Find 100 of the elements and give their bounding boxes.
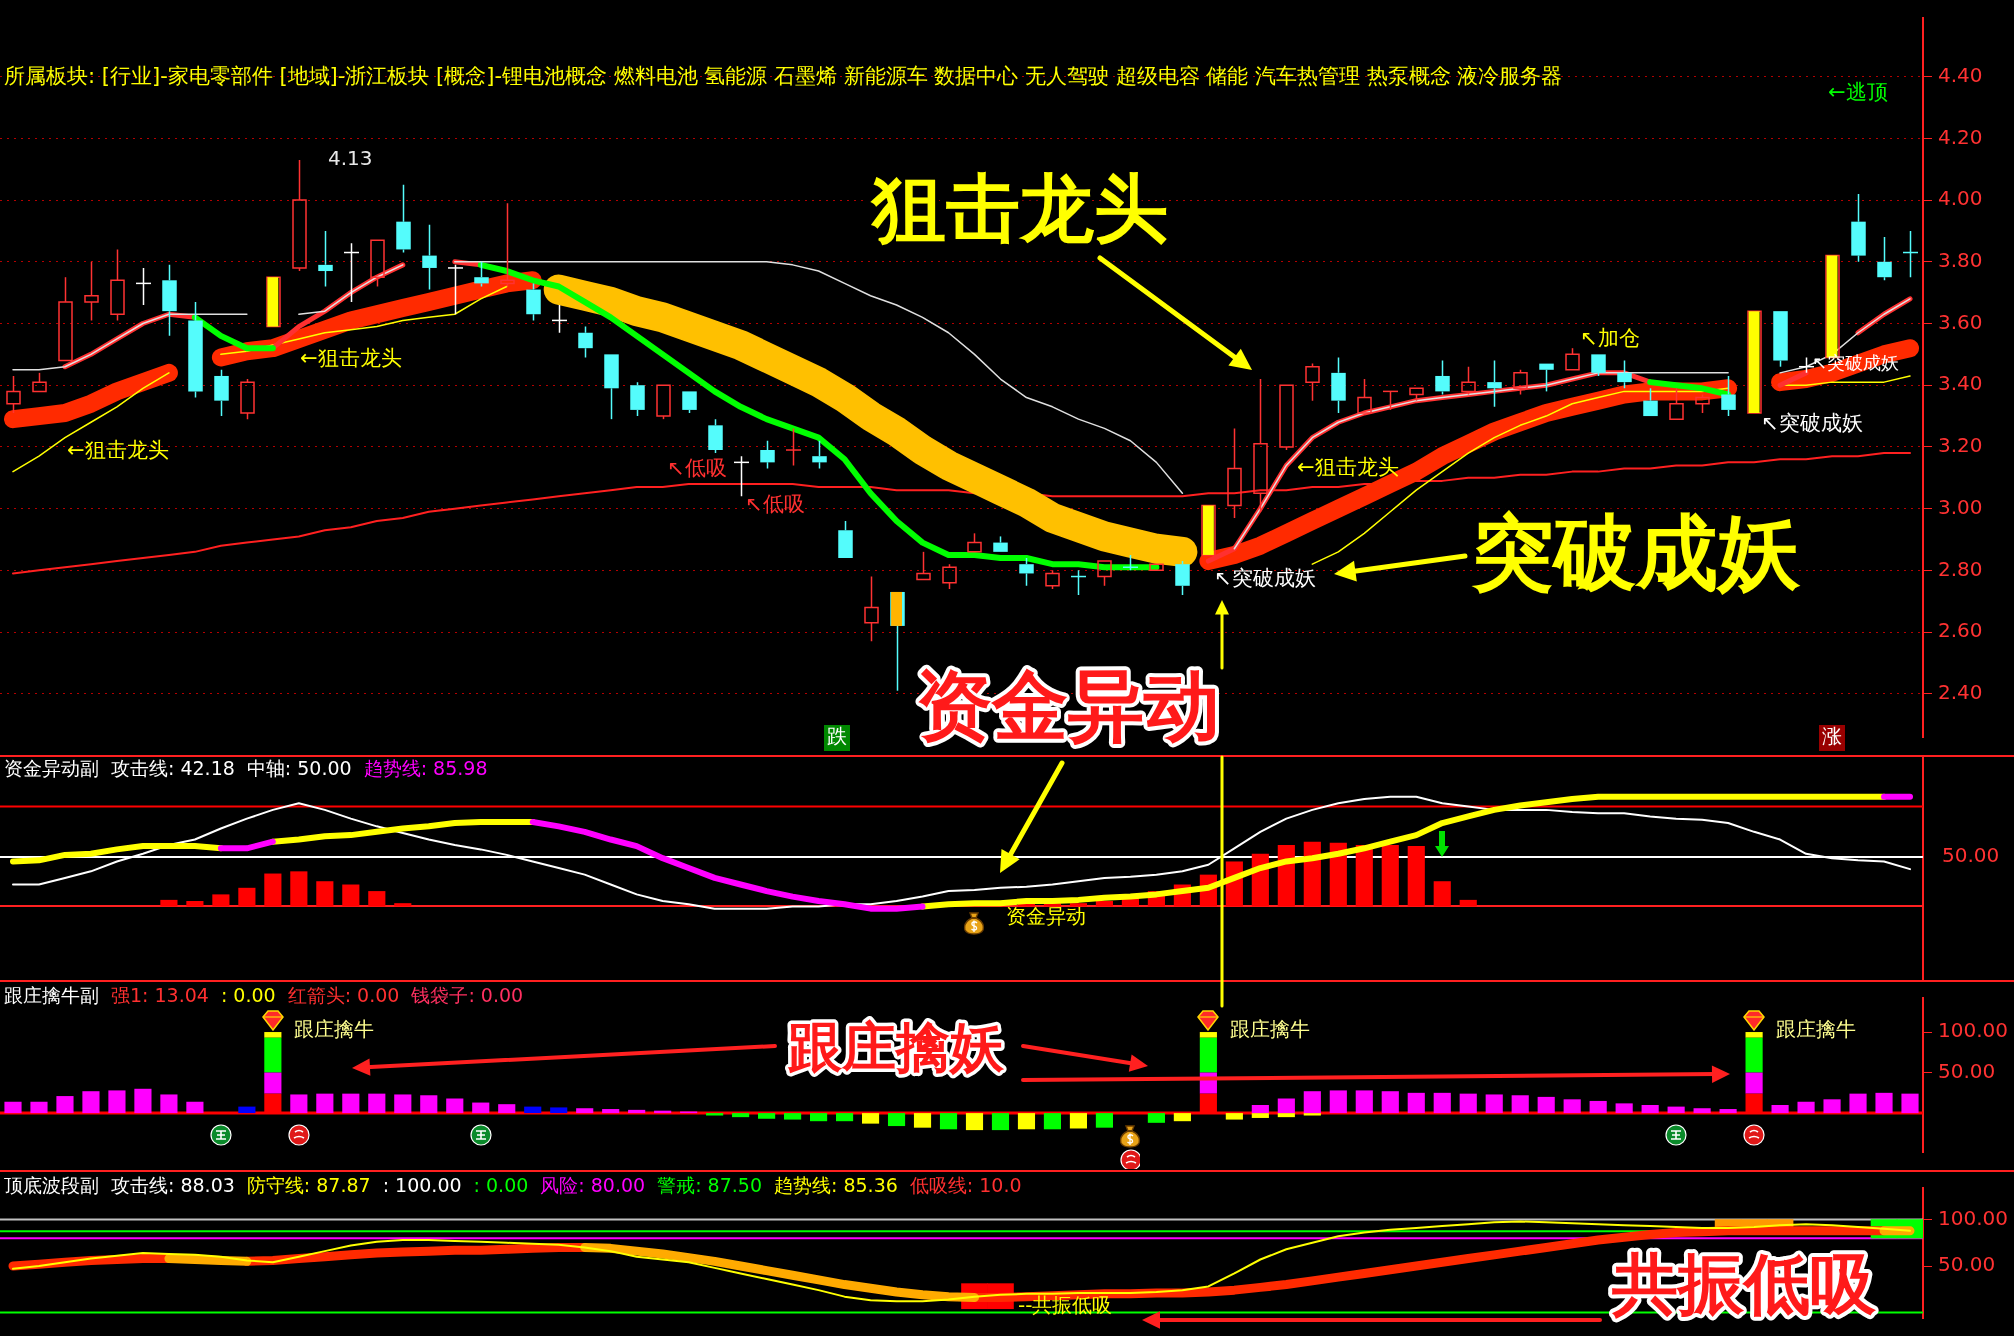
bar xyxy=(1355,1090,1373,1114)
bar xyxy=(1069,903,1088,907)
bar xyxy=(1849,1093,1867,1114)
y-tick-label: 50.00 xyxy=(1938,1252,1996,1277)
text: 中轴: 50.00 xyxy=(246,756,352,779)
annotation: 跟庄擒妖 xyxy=(787,1016,1005,1080)
annotation: 钱袋子: 0.00 xyxy=(410,983,524,1006)
y-tick-label: 4.00 xyxy=(1938,186,1983,211)
annotation: ↖低吸 xyxy=(667,456,727,481)
bar xyxy=(82,1091,100,1114)
candlestick xyxy=(1435,359,1450,396)
bar xyxy=(1615,1103,1633,1114)
annotation: 涨 xyxy=(1822,724,1842,749)
bar xyxy=(1485,1094,1503,1114)
candlestick xyxy=(604,354,619,420)
bar xyxy=(991,1113,1010,1131)
candlestick xyxy=(1617,359,1632,390)
bar xyxy=(758,1113,776,1119)
y-tick-label: 3.20 xyxy=(1938,433,1983,458)
text: 攻击线: 42.18 xyxy=(111,756,235,779)
candlestick xyxy=(1721,375,1736,417)
annotation: --共振低吸 xyxy=(1018,1293,1113,1318)
y-tick-label: 3.40 xyxy=(1938,371,1983,396)
bar xyxy=(1537,1096,1555,1114)
bar xyxy=(186,1101,204,1114)
candlestick xyxy=(188,301,203,399)
annotation: 趋势线: 85.36 xyxy=(774,1173,898,1196)
bar xyxy=(420,1095,438,1114)
candlestick xyxy=(785,427,802,467)
annotation: 强1: 13.04 xyxy=(111,983,209,1006)
annotation: ↖低吸 xyxy=(745,492,805,517)
bar xyxy=(1433,881,1451,907)
bar xyxy=(835,1113,854,1122)
annotation: ←狙击龙头 xyxy=(300,346,402,371)
bar xyxy=(550,1107,568,1114)
annotation: ←逃顶 xyxy=(1828,80,1888,105)
bar xyxy=(316,881,334,907)
bar xyxy=(784,1113,802,1120)
y-tick-label: 2.60 xyxy=(1938,618,1983,643)
bar xyxy=(524,1106,542,1114)
bar xyxy=(1745,1037,1763,1073)
y-tick-label: 100.00 xyxy=(1938,1018,2008,1043)
annotation: 警戒: 87.50 xyxy=(657,1173,763,1196)
y-tick-label: 100.00 xyxy=(1938,1205,2008,1230)
bar xyxy=(1277,1098,1295,1114)
annotation: 4.13 xyxy=(328,146,373,171)
bar xyxy=(1797,1101,1815,1114)
bar xyxy=(1381,1091,1399,1114)
bar xyxy=(1407,846,1425,907)
annotation: 资金异动 xyxy=(916,660,1220,750)
annotation: : 0.00 xyxy=(473,1173,529,1196)
annotation: 所属板块: [行业]-家电零部件 [地域]-浙江板块 [概念]-锂电池概念 燃料电池 氢能源 石墨烯 新能源车 数据中心 无人驾驶 超级电容 储能 汽车热管理 热泵概念 液冷服务器 xyxy=(4,64,1563,89)
bar xyxy=(186,900,204,907)
bar xyxy=(4,1101,22,1114)
y-tick-label: 4.40 xyxy=(1938,62,1983,87)
text: 趋势线: 85.98 xyxy=(363,756,488,779)
bar xyxy=(368,1093,386,1114)
annotation: 跟庄擒牛 xyxy=(1230,1017,1310,1042)
bar xyxy=(706,1113,724,1116)
bar xyxy=(342,884,360,907)
annotation: 低吸线: 10.0 xyxy=(909,1173,1022,1196)
candlestick xyxy=(447,264,464,315)
bar xyxy=(30,1101,48,1114)
bar xyxy=(394,1094,412,1114)
annotation: 红箭头: 0.00 xyxy=(287,983,400,1006)
bar xyxy=(238,887,256,907)
bar xyxy=(1511,1095,1529,1114)
y-tick-label: 50.00 xyxy=(1938,1058,1996,1083)
y-tick-label: 3.60 xyxy=(1938,309,1983,334)
candlestick xyxy=(162,264,177,337)
annotation: 狙击龙头 xyxy=(870,165,1168,252)
annotation: : 100.00 xyxy=(382,1173,462,1196)
bar xyxy=(1875,1092,1893,1114)
annotation: : 0.00 xyxy=(220,983,276,1006)
candlestick xyxy=(214,369,229,417)
bar xyxy=(1641,1104,1659,1114)
bar xyxy=(212,894,230,907)
y-tick-label: 4.20 xyxy=(1938,124,1983,149)
bar xyxy=(1745,1072,1763,1094)
annotation: 跟庄擒牛 xyxy=(294,1017,374,1042)
bar xyxy=(887,1113,906,1127)
bar xyxy=(1329,1090,1347,1114)
bar xyxy=(368,891,386,907)
annotation: 防守线: 87.87 xyxy=(246,1173,371,1196)
bar xyxy=(1407,1092,1425,1114)
annotation: 攻击线: 88.03 xyxy=(111,1173,235,1196)
annotation: ←狙击龙头 xyxy=(67,438,169,463)
bar xyxy=(264,873,282,907)
annotation: ↖突破成妖 xyxy=(1214,566,1316,591)
candlestick xyxy=(474,261,489,288)
candlestick xyxy=(1487,359,1502,408)
bar xyxy=(472,1102,490,1114)
bar xyxy=(1771,1104,1789,1114)
y-tick-label: 3.80 xyxy=(1938,247,1983,272)
annotation: 风险: 80.00 xyxy=(540,1173,646,1196)
bar xyxy=(1563,1099,1581,1114)
annotation: ←狙击龙头 xyxy=(1297,455,1399,480)
bar xyxy=(498,1104,516,1114)
bar xyxy=(394,903,412,907)
annotation: 资金异动 xyxy=(1006,904,1086,929)
